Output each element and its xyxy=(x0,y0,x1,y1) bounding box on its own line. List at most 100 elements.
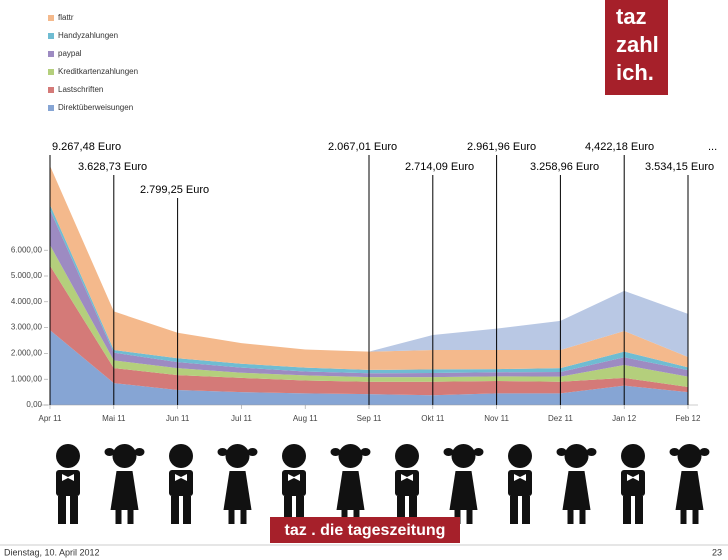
figure-pigtail xyxy=(556,448,567,456)
legend-label: paypal xyxy=(58,49,82,58)
figure-head xyxy=(56,444,80,468)
figure-body xyxy=(675,471,704,510)
figure-body xyxy=(395,470,419,496)
figure-body xyxy=(449,471,478,510)
figure-leg xyxy=(240,510,247,524)
x-tick-label: Apr 11 xyxy=(39,414,63,423)
figure-head xyxy=(395,444,419,468)
legend-swatch xyxy=(48,15,54,21)
figure-pigtail xyxy=(217,448,228,456)
figure-pigtail xyxy=(443,448,454,456)
figure-body xyxy=(56,470,80,496)
y-tick-label: 3.000,00 xyxy=(11,323,43,332)
logo-text: zahl xyxy=(616,32,659,57)
annotation: 2.714,09 Euro xyxy=(405,161,474,173)
y-tick-label: 4.000,00 xyxy=(11,297,43,306)
x-tick-label: Mai 11 xyxy=(102,414,126,423)
annotation: 4,422,18 Euro xyxy=(585,141,654,153)
figure-body xyxy=(110,471,139,510)
legend-label: Lastschriften xyxy=(58,85,103,94)
figure-pigtail xyxy=(360,448,371,456)
figure-pigtail xyxy=(473,448,484,456)
legend-swatch xyxy=(48,69,54,75)
figure-leg xyxy=(58,496,66,524)
logo-text: ich. xyxy=(616,60,654,85)
annotation: 3.628,73 Euro xyxy=(78,161,147,173)
page-number: 23 xyxy=(712,547,722,557)
figure-bowtie xyxy=(175,474,187,481)
x-tick-label: Jun 11 xyxy=(166,414,190,423)
figure-leg xyxy=(692,510,699,524)
figure-bowtie xyxy=(62,474,74,481)
annotation: 3.258,96 Euro xyxy=(530,161,599,173)
figure-bowtie xyxy=(288,474,300,481)
annotation: 3.534,15 Euro xyxy=(645,161,714,173)
figure-leg xyxy=(296,496,304,524)
figure-leg xyxy=(522,496,530,524)
y-tick-label: 0,00 xyxy=(26,400,42,409)
legend-swatch xyxy=(48,105,54,111)
figure-pigtail xyxy=(247,448,258,456)
x-tick-label: Sep 11 xyxy=(357,414,382,423)
figure-pigtail xyxy=(134,448,145,456)
figure-bowtie xyxy=(627,474,639,481)
figure-pigtail xyxy=(104,448,115,456)
pictograms xyxy=(56,444,710,524)
x-tick-label: Jan 12 xyxy=(612,414,637,423)
legend-swatch xyxy=(48,51,54,57)
annotation: 2.961,96 Euro xyxy=(467,141,536,153)
legend-label: Handyzahlungen xyxy=(58,31,118,40)
footer-date: Dienstag, 10. April 2012 xyxy=(4,547,100,557)
figure-leg xyxy=(579,510,586,524)
legend-label: Direktüberweisungen xyxy=(58,103,133,112)
y-tick-label: 6.000,00 xyxy=(11,245,43,254)
annotation: 2.067,01 Euro xyxy=(328,141,397,153)
figure-pigtail xyxy=(586,448,597,456)
figure-leg xyxy=(623,496,631,524)
figure-bowtie xyxy=(401,474,413,481)
figure-head xyxy=(112,444,137,468)
x-tick-label: Feb 12 xyxy=(676,414,701,423)
figure-leg xyxy=(284,496,292,524)
x-tick-label: Dez 11 xyxy=(548,414,573,423)
figure-leg xyxy=(127,510,134,524)
figure-body xyxy=(562,471,591,510)
x-tick-label: Aug 11 xyxy=(293,414,318,423)
figure-leg xyxy=(567,510,574,524)
annotation: ... xyxy=(708,141,717,153)
figure-head xyxy=(169,444,193,468)
figure-leg xyxy=(635,496,643,524)
x-tick-label: Nov 11 xyxy=(484,414,509,423)
figure-head xyxy=(282,444,306,468)
legend-label: Kreditkartenzahlungen xyxy=(58,67,138,76)
figure-head xyxy=(621,444,645,468)
figure-head xyxy=(451,444,476,468)
logo-box xyxy=(605,0,668,95)
figure-pigtail xyxy=(669,448,680,456)
y-tick-label: 5.000,00 xyxy=(11,271,43,280)
figure-leg xyxy=(115,510,122,524)
figure-leg xyxy=(466,510,473,524)
figure-body xyxy=(169,470,193,496)
figure-leg xyxy=(171,496,179,524)
figure-body xyxy=(336,471,365,510)
x-tick-label: Okt 11 xyxy=(421,414,445,423)
figure-leg xyxy=(409,496,417,524)
brand-box xyxy=(270,517,460,543)
figure-leg xyxy=(183,496,191,524)
figure-head xyxy=(508,444,532,468)
legend-swatch xyxy=(48,33,54,39)
figure-bowtie xyxy=(514,474,526,481)
figure-leg xyxy=(510,496,518,524)
annotation: 9.267,48 Euro xyxy=(52,141,121,153)
figure-leg xyxy=(397,496,405,524)
x-tick-label: Jul 11 xyxy=(231,414,252,423)
figure-pigtail xyxy=(330,448,341,456)
legend-label: flattr xyxy=(58,13,74,22)
figure-head xyxy=(564,444,589,468)
figure-leg xyxy=(228,510,235,524)
figure-body xyxy=(621,470,645,496)
figure-body xyxy=(282,470,306,496)
y-tick-label: 2.000,00 xyxy=(11,349,43,358)
